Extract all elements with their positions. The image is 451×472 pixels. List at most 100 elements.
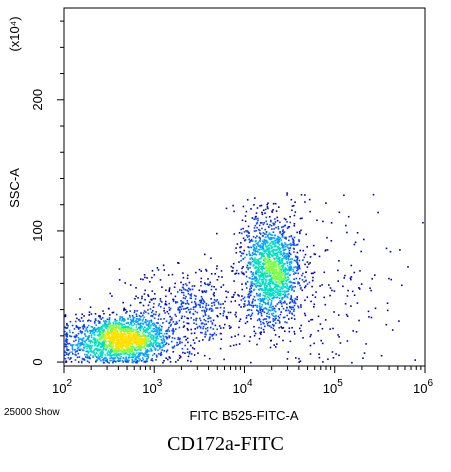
event-dot bbox=[138, 359, 141, 362]
event-dot bbox=[184, 352, 186, 354]
event-dot bbox=[284, 242, 286, 244]
event-dot bbox=[284, 282, 287, 285]
event-dot bbox=[271, 246, 274, 248]
event-dot bbox=[296, 261, 298, 264]
event-dot bbox=[284, 330, 286, 332]
event-dot bbox=[213, 286, 215, 288]
event-dot bbox=[330, 222, 333, 224]
event-dot bbox=[288, 239, 290, 242]
event-dot bbox=[271, 265, 273, 268]
event-dot bbox=[255, 286, 257, 288]
event-dot bbox=[216, 265, 218, 267]
event-dot bbox=[144, 276, 146, 279]
event-dot bbox=[276, 284, 278, 287]
event-dot bbox=[172, 321, 175, 323]
event-dot bbox=[225, 207, 228, 210]
event-dot bbox=[290, 198, 293, 201]
event-dot bbox=[106, 328, 109, 331]
event-dot bbox=[72, 353, 74, 355]
event-dot bbox=[121, 351, 123, 353]
event-dot bbox=[108, 348, 111, 350]
event-dot bbox=[213, 301, 216, 304]
event-dot bbox=[190, 293, 193, 295]
event-dot bbox=[282, 270, 285, 272]
event-dot bbox=[265, 293, 267, 295]
event-dot bbox=[186, 289, 188, 292]
event-dot bbox=[259, 222, 262, 224]
event-dot bbox=[198, 340, 201, 342]
event-dot bbox=[129, 316, 131, 319]
event-dot bbox=[266, 241, 269, 243]
event-dot bbox=[273, 329, 276, 332]
event-dot bbox=[220, 270, 223, 272]
event-dot bbox=[123, 319, 126, 322]
event-dot bbox=[257, 243, 259, 246]
event-dot bbox=[292, 270, 294, 273]
event-dot bbox=[278, 336, 280, 338]
event-dot bbox=[175, 361, 177, 363]
event-dot bbox=[133, 323, 136, 325]
event-dot bbox=[101, 346, 103, 348]
event-dot bbox=[103, 324, 106, 326]
event-dot bbox=[302, 337, 304, 339]
event-dot bbox=[179, 310, 181, 313]
event-dot bbox=[367, 310, 370, 313]
event-dot bbox=[266, 253, 269, 256]
event-dot bbox=[270, 326, 272, 329]
event-dot bbox=[128, 338, 130, 341]
event-dot bbox=[338, 354, 340, 357]
event-dot bbox=[182, 301, 184, 303]
event-dot bbox=[263, 252, 265, 255]
event-dot bbox=[274, 266, 276, 268]
event-dot bbox=[265, 265, 268, 267]
event-dot bbox=[181, 291, 183, 294]
event-dot bbox=[104, 354, 107, 356]
event-dot bbox=[115, 324, 117, 327]
event-dot bbox=[276, 255, 278, 258]
event-dot bbox=[189, 294, 191, 296]
event-dot bbox=[64, 314, 67, 316]
event-dot bbox=[107, 333, 110, 335]
event-dot bbox=[209, 307, 211, 310]
event-dot bbox=[261, 297, 264, 300]
event-dot bbox=[267, 324, 269, 327]
event-dot bbox=[127, 351, 130, 354]
event-dot bbox=[143, 321, 146, 323]
event-dot bbox=[260, 252, 262, 254]
event-dot bbox=[187, 317, 190, 320]
event-dot bbox=[101, 327, 103, 329]
event-dot bbox=[127, 325, 129, 328]
event-dot bbox=[97, 320, 100, 322]
event-dot bbox=[140, 352, 142, 354]
event-dot bbox=[313, 306, 315, 308]
event-dot bbox=[261, 254, 263, 256]
event-dot bbox=[65, 345, 67, 348]
event-dot bbox=[257, 262, 259, 264]
event-dot bbox=[261, 247, 264, 250]
event-dot bbox=[337, 334, 339, 336]
event-dot bbox=[283, 296, 286, 299]
event-dot bbox=[268, 246, 270, 249]
event-dot bbox=[287, 287, 289, 290]
event-dot bbox=[89, 332, 92, 335]
event-dot bbox=[134, 348, 136, 351]
event-dot bbox=[265, 285, 268, 288]
event-dot bbox=[125, 342, 128, 345]
event-dot bbox=[258, 285, 261, 287]
event-dot bbox=[190, 328, 192, 331]
event-dot bbox=[137, 318, 140, 320]
event-dot bbox=[86, 353, 88, 356]
event-dot bbox=[142, 323, 145, 325]
event-dot bbox=[182, 302, 185, 304]
event-dot bbox=[155, 354, 158, 357]
event-dot bbox=[183, 336, 185, 338]
event-dot bbox=[259, 321, 262, 323]
event-dot bbox=[115, 322, 117, 325]
event-dot bbox=[308, 198, 311, 201]
event-dot bbox=[276, 343, 278, 345]
event-dot bbox=[296, 231, 298, 234]
event-dot bbox=[241, 272, 244, 275]
event-dot bbox=[249, 261, 252, 264]
event-dot bbox=[256, 270, 259, 272]
event-dot bbox=[263, 318, 266, 320]
